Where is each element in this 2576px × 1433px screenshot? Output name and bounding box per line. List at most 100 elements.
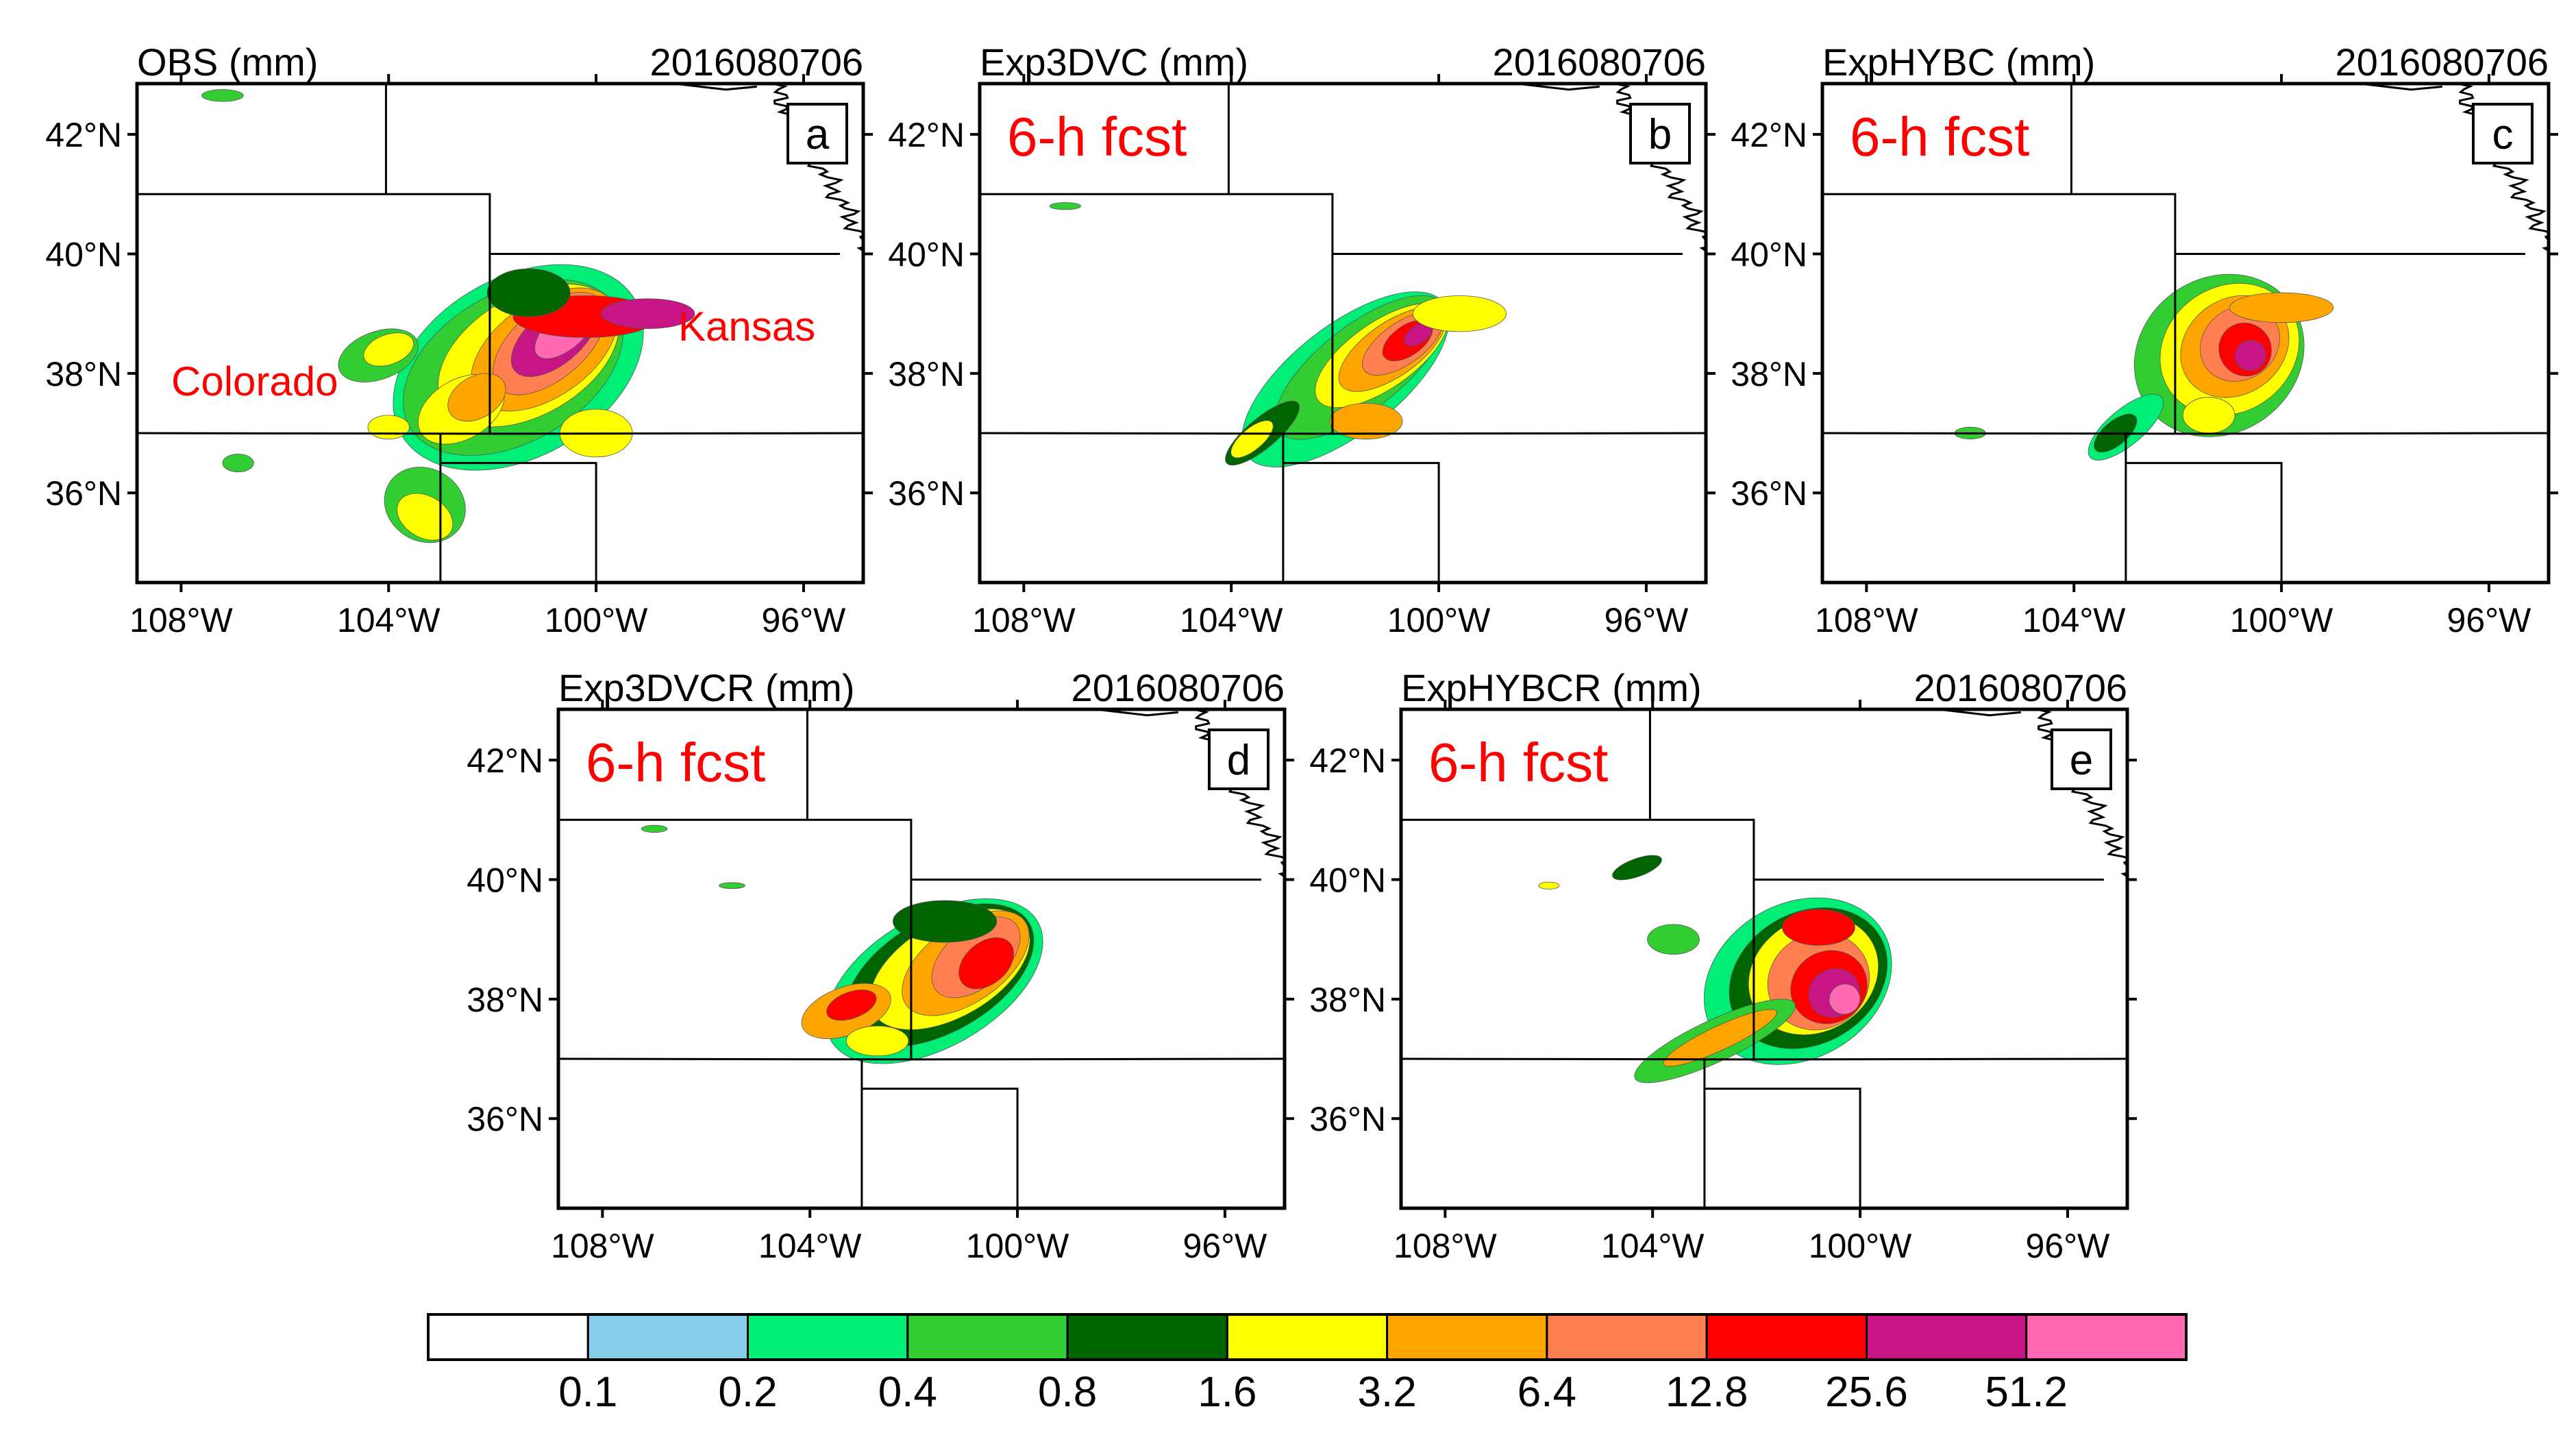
panel-date: 2016080706	[1072, 666, 1285, 709]
colorbar-label: 0.1	[558, 1369, 617, 1416]
precip-contour	[1329, 402, 1403, 440]
map-content	[137, 84, 863, 583]
precip-contour	[2182, 397, 2236, 434]
state-border	[137, 193, 491, 254]
state-border	[862, 479, 863, 481]
precip-contour	[201, 89, 244, 102]
precip-contour	[367, 415, 410, 440]
missouri-river-border	[2457, 84, 2549, 252]
lat-label: 40°N	[888, 235, 965, 273]
colorbar-label: 6.4	[1518, 1369, 1576, 1416]
precip-contour	[719, 882, 745, 890]
precip-contour	[1412, 295, 1507, 332]
precip-contour	[1612, 855, 1662, 881]
lon-label: 108°W	[972, 601, 1076, 639]
precip-contour	[892, 900, 998, 943]
panel-letter-box	[787, 103, 848, 164]
state-border	[1822, 432, 2549, 435]
precip-contour	[1538, 881, 1560, 890]
lat-label: 36°N	[467, 1100, 543, 1138]
panels: OBS (mm) 2016080706 a Colorado Kansas 42°N 40°…	[45, 40, 2558, 1265]
map-frame	[135, 82, 865, 585]
state-border	[1705, 479, 1706, 481]
colorbar-label: 1.6	[1198, 1369, 1256, 1416]
colorbar-swatch	[1066, 1313, 1228, 1361]
colorbar-label: 25.6	[1825, 1369, 1908, 1416]
panel-title: OBS (mm)	[137, 40, 318, 84]
state-border	[980, 193, 1334, 254]
state-label-colorado: Colorado	[171, 358, 338, 404]
panel-title: ExpHYBC (mm)	[1822, 40, 2095, 84]
lat-label: 38°N	[1309, 981, 1386, 1019]
lon-label: 108°W	[1815, 601, 1918, 639]
panel-letter-box	[1208, 728, 1270, 790]
lat-label: 38°N	[45, 355, 122, 393]
state-border	[1283, 1105, 1285, 1107]
state-border	[1822, 193, 2177, 254]
precip-contour	[958, 937, 1014, 990]
colorbar-label: 0.8	[1038, 1369, 1097, 1416]
fcst-label: 6-h fcst	[1850, 106, 2029, 167]
panel-letter: d	[1227, 737, 1250, 784]
precip-field	[1954, 273, 2334, 461]
missouri-river-border	[1193, 709, 1285, 878]
colorbar-swatch	[1386, 1313, 1548, 1361]
lon-label: 100°W	[545, 601, 648, 639]
missouri-river-border	[2036, 709, 2127, 878]
precip-contour	[845, 1025, 909, 1057]
panel-d: Exp3DVCR (mm) 2016080706 d 6-h fcst 42°N 40°N…	[467, 666, 1294, 1265]
state-border	[861, 1088, 1019, 1208]
missouri-river-border	[1615, 84, 1706, 252]
precip-field	[1538, 855, 1892, 1083]
lon-label: 104°W	[1601, 1227, 1705, 1265]
panel-title: Exp3DVC (mm)	[980, 40, 1248, 84]
colorbar-swatch	[1546, 1313, 1708, 1361]
fcst-label: 6-h fcst	[1428, 732, 1608, 793]
lon-label: 100°W	[1387, 601, 1491, 639]
panel-c: ExpHYBC (mm) 2016080706 c 6-h fcst 42°N 40°N 3…	[1731, 40, 2558, 639]
map-content	[1822, 84, 2549, 583]
lat-label: 42°N	[45, 116, 122, 154]
lat-label: 42°N	[888, 116, 965, 154]
precip-contour	[826, 989, 877, 1021]
colorbar: 0.1 0.2 0.4 0.8 1.6 3.2 6.4 12.8 25.6 51.2	[427, 1313, 2188, 1416]
state-border	[2126, 1105, 2127, 1107]
colorbar-label: 12.8	[1665, 1369, 1748, 1416]
panel-letter: c	[2492, 111, 2514, 158]
state-border	[440, 462, 597, 583]
precip-contour	[641, 824, 668, 833]
lat-label: 36°N	[888, 474, 965, 513]
map-content	[980, 84, 1706, 583]
state-border	[1401, 1057, 2127, 1061]
colorbar-swatch	[747, 1313, 909, 1361]
colorbar-swatch	[906, 1313, 1069, 1361]
lat-label: 42°N	[467, 742, 543, 780]
lat-label: 40°N	[1309, 861, 1386, 899]
lat-label: 38°N	[467, 981, 543, 1019]
state-border	[673, 84, 757, 91]
lon-label: 104°W	[337, 601, 441, 639]
lon-label: 100°W	[1809, 1227, 1912, 1265]
lat-label: 40°N	[45, 235, 122, 273]
state-border	[1283, 462, 1440, 583]
panel-date: 2016080706	[650, 40, 863, 84]
state-border	[2547, 479, 2549, 481]
colorbar-swatch	[1705, 1313, 1868, 1361]
colorbar-swatch	[427, 1313, 589, 1361]
map-frame	[1399, 707, 2129, 1210]
precip-contour	[486, 268, 571, 317]
panel-letter-box	[2051, 728, 2112, 790]
state-border	[558, 818, 913, 880]
lat-label: 40°N	[1731, 235, 1807, 273]
precip-contour	[1230, 420, 1274, 458]
panel-letter-box	[2472, 103, 2534, 164]
precip-contour	[1782, 909, 1855, 946]
colorbar-swatch	[586, 1313, 750, 1361]
precip-contour	[601, 298, 695, 329]
precip-contour	[363, 332, 414, 367]
precip-contour	[2234, 340, 2266, 371]
lat-label: 40°N	[467, 861, 543, 899]
colorbar-swatch	[1226, 1313, 1389, 1361]
